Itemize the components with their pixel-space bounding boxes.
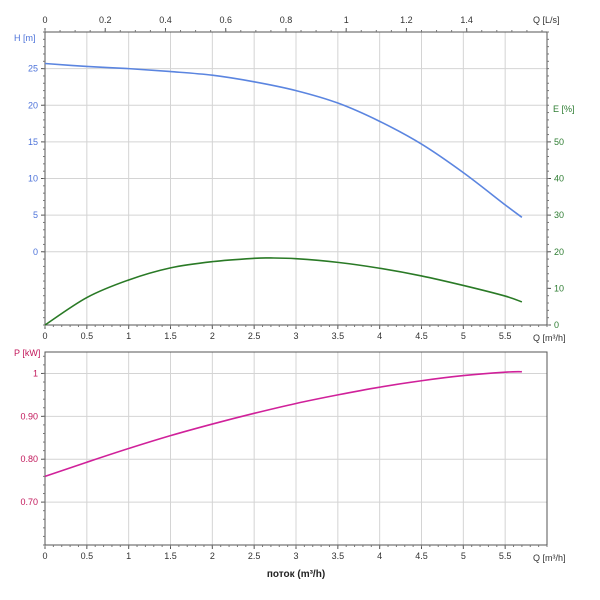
x-top-tick-label: 1 — [344, 15, 349, 25]
x-tick-label: 0 — [42, 551, 47, 561]
y-left-tick-label: 20 — [28, 100, 38, 110]
y-left-tick-label: 0.90 — [20, 411, 38, 421]
y-right-tick-label: 40 — [554, 174, 564, 184]
y-right-tick-label: 0 — [554, 320, 559, 330]
y-left-tick-label: 0.70 — [20, 497, 38, 507]
flow-axis-title: поток (m³/h) — [267, 569, 325, 580]
x-tick-label: 1.5 — [164, 331, 177, 341]
y-left-tick-label: 5 — [33, 210, 38, 220]
x-tick-label: 4 — [377, 331, 382, 341]
y-right-tick-label: 20 — [554, 247, 564, 257]
x-tick-label: 2.5 — [248, 331, 261, 341]
x-tick-label: 3 — [293, 551, 298, 561]
efficiency-axis-label: E [%] — [553, 104, 575, 114]
y-left-tick-label: 25 — [28, 64, 38, 74]
x-tick-label: 5.5 — [499, 331, 512, 341]
x-tick-label: 5 — [461, 331, 466, 341]
x-tick-label: 2 — [210, 551, 215, 561]
y-left-tick-label: 15 — [28, 137, 38, 147]
x-top-tick-label: 0.4 — [159, 15, 172, 25]
x-tick-label: 1 — [126, 331, 131, 341]
efficiency-curve — [44, 257, 523, 326]
y-left-tick-label: 10 — [28, 174, 38, 184]
x-tick-label: 5.5 — [499, 551, 512, 561]
bottom-x-axis-label: Q [m³/h] — [533, 553, 566, 563]
x-top-tick-label: 0 — [42, 15, 47, 25]
x-tick-label: 2.5 — [248, 551, 261, 561]
x-tick-label: 3.5 — [332, 551, 345, 561]
x-tick-label: 5 — [461, 551, 466, 561]
y-right-tick-label: 30 — [554, 210, 564, 220]
x-tick-label: 0 — [42, 331, 47, 341]
x-tick-label: 2 — [210, 331, 215, 341]
x-tick-label: 3.5 — [332, 331, 345, 341]
y-left-tick-label: 0.80 — [20, 454, 38, 464]
x-top-tick-label: 0.6 — [219, 15, 232, 25]
power-axis-label: P [kW] — [14, 348, 40, 358]
top-series — [44, 62, 523, 326]
power-curve — [44, 370, 522, 478]
top-grid — [45, 32, 547, 325]
x-tick-label: 3 — [293, 331, 298, 341]
x-tick-label: 4 — [377, 551, 382, 561]
top-x-bottom-axis-label: Q [m³/h] — [533, 333, 566, 343]
x-tick-label: 0.5 — [81, 551, 94, 561]
x-tick-label: 1 — [126, 551, 131, 561]
bottom-series — [44, 370, 522, 478]
x-top-tick-label: 1.4 — [460, 15, 473, 25]
top-x-top-axis-label: Q [L/s] — [533, 15, 560, 25]
x-tick-label: 4.5 — [415, 331, 428, 341]
x-top-tick-label: 0.8 — [280, 15, 293, 25]
bottom-grid — [45, 352, 547, 545]
x-top-tick-label: 0.2 — [99, 15, 112, 25]
x-top-tick-label: 1.2 — [400, 15, 413, 25]
power-panel: 0 0.5 1 1.5 2 2.5 3 3.5 4 4.5 5 5.5 0.70 0.80 0.90 1 Q … — [14, 348, 566, 563]
head-curve — [44, 62, 523, 218]
y-right-tick-label: 50 — [554, 137, 564, 147]
y-left-tick-label: 0 — [33, 247, 38, 257]
y-right-tick-label: 10 — [554, 283, 564, 293]
x-tick-label: 1.5 — [164, 551, 177, 561]
head-axis-label: H [m] — [14, 33, 36, 43]
y-left-tick-label: 1 — [33, 368, 38, 378]
x-tick-label: 4.5 — [415, 551, 428, 561]
x-tick-label: 0.5 — [81, 331, 94, 341]
bottom-axes: 0 0.5 1 1.5 2 2.5 3 3.5 4 4.5 5 5.5 0.70 0.80 0.90 1 — [20, 355, 548, 561]
